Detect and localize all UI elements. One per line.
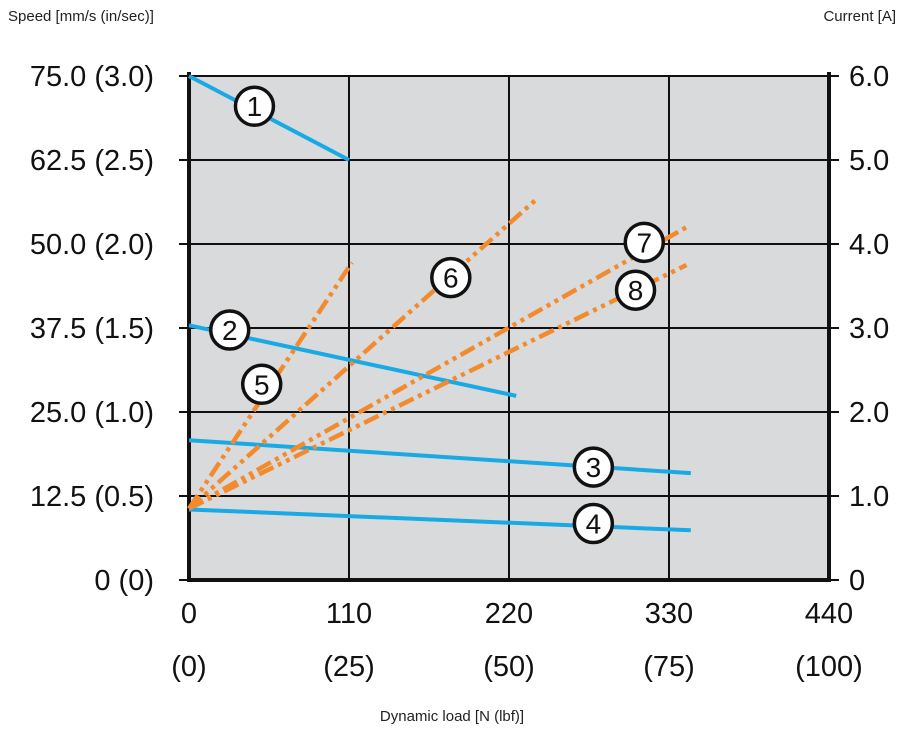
x-tick-label: 440 [805,598,853,630]
y-left-tick-label: 12.5 (0.5) [30,481,154,513]
y-axis-right-title: Current [A] [823,8,896,25]
series-marker-label-5: 5 [254,369,270,400]
y-axis-left-title: Speed [mm/s (in/sec)] [8,8,154,25]
series-marker-8 [614,269,657,311]
y-left-tick-label: 37.5 (1.5) [30,313,154,345]
x-tick-sublabel: (75) [643,651,695,683]
x-tick-label: 330 [645,598,693,630]
y-left-tick-label: 75.0 (3.0) [30,61,154,93]
series-marker-1 [233,85,276,127]
x-tick-label: 0 [181,598,197,630]
series-marker-4 [572,502,615,545]
series-marker-label-7: 7 [636,227,652,258]
y-right-tick-label: 3.0 [849,313,889,345]
x-tick-sublabel: (0) [171,651,206,683]
series-line-7 [187,225,688,511]
series-marker-label-8: 8 [628,275,644,306]
x-tick-sublabel: (25) [323,651,375,683]
series-marker-label-2: 2 [222,315,238,346]
series-marker-7 [623,221,666,264]
y-right-tick-label: 0 [849,565,865,597]
y-right-tick-label: 6.0 [849,61,889,93]
series-marker-label-4: 4 [586,509,602,540]
y-left-tick-label: 0 (0) [94,565,154,597]
x-tick-label: 110 [326,598,372,630]
series-marker-5 [240,363,283,406]
y-right-tick-label: 4.0 [849,229,889,261]
y-left-tick-label: 50.0 (2.0) [30,229,154,261]
x-tick-label: 220 [485,598,533,630]
y-left-tick-label: 62.5 (2.5) [30,145,154,177]
y-right-tick-label: 1.0 [849,481,889,513]
x-tick-sublabel: (100) [795,651,863,683]
series-marker-6 [430,256,472,299]
y-right-tick-label: 5.0 [849,145,889,177]
y-right-tick-label: 2.0 [849,397,889,429]
y-left-tick-label: 25.0 (1.0) [30,397,154,429]
series-marker-label-6: 6 [443,263,459,294]
series-marker-label-1: 1 [247,91,263,122]
series-line-8 [188,262,688,511]
series-marker-label-3: 3 [586,452,602,483]
series-marker-3 [572,446,615,488]
x-tick-sublabel: (50) [483,651,535,683]
series-marker-2 [208,309,251,351]
x-axis-title: Dynamic load [N (lbf)] [379,708,525,725]
